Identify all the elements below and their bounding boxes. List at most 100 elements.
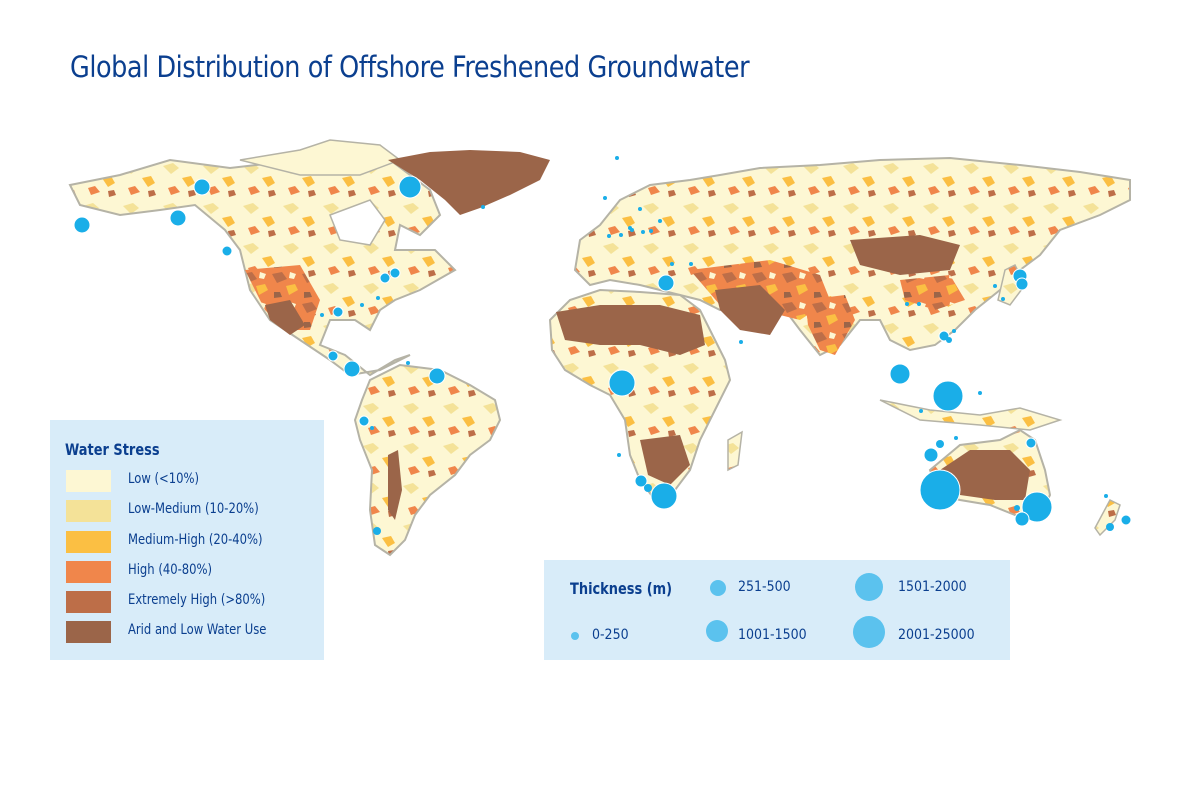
groundwater-site-marker bbox=[1021, 491, 1053, 523]
legend-item-medium-high: Medium-High (20-40%) bbox=[66, 531, 316, 553]
groundwater-site-marker bbox=[373, 527, 381, 535]
groundwater-site-marker bbox=[993, 284, 997, 288]
circle-icon-small bbox=[571, 632, 579, 640]
groundwater-site-marker bbox=[634, 474, 648, 488]
landmass-eurasia bbox=[573, 156, 1131, 357]
legend-item-arid: Arid and Low Water Use bbox=[66, 621, 316, 643]
thickness-legend: Thickness (m) 0-250 251-500 1001-1500 15… bbox=[544, 560, 1010, 660]
groundwater-site-marker bbox=[376, 296, 380, 300]
region-mexico-arid bbox=[265, 300, 305, 335]
groundwater-site-marker bbox=[398, 175, 422, 199]
groundwater-site-marker bbox=[630, 228, 634, 232]
groundwater-site-marker bbox=[917, 302, 921, 306]
circle-icon-xxlarge bbox=[853, 616, 885, 648]
groundwater-site-marker bbox=[739, 340, 743, 344]
region-andes-arid bbox=[388, 450, 402, 520]
groundwater-site-marker bbox=[327, 350, 339, 362]
groundwater-site-marker bbox=[1014, 505, 1020, 511]
region-southwest-us bbox=[245, 265, 320, 330]
groundwater-site-marker bbox=[978, 391, 982, 395]
groundwater-site-marker bbox=[650, 482, 678, 510]
legend-item-extremely-high: Extremely High (>80%) bbox=[66, 591, 316, 613]
legend-label: 2001-25000 bbox=[898, 627, 975, 643]
swatch-low bbox=[66, 470, 111, 492]
groundwater-site-marker bbox=[936, 440, 944, 448]
groundwater-site-marker bbox=[320, 313, 324, 317]
groundwater-site-marker bbox=[1120, 514, 1132, 526]
region-china-east bbox=[900, 275, 965, 310]
circle-icon-medium bbox=[710, 580, 726, 596]
swatch-medium-high bbox=[66, 531, 111, 553]
legend-label: Arid and Low Water Use bbox=[128, 622, 267, 638]
legend-label: 0-250 bbox=[592, 627, 629, 643]
groundwater-site-marker bbox=[193, 178, 211, 196]
legend-label: Low-Medium (10-20%) bbox=[128, 501, 259, 517]
circle-icon-large bbox=[706, 620, 728, 642]
groundwater-site-marker bbox=[603, 196, 607, 200]
groundwater-site-marker bbox=[954, 436, 958, 440]
groundwater-site-marker bbox=[358, 415, 370, 427]
hudson-bay bbox=[329, 199, 386, 246]
groundwater-site-marker bbox=[1104, 494, 1108, 498]
legend-item-high: High (40-80%) bbox=[66, 561, 316, 583]
groundwater-site-marker bbox=[360, 303, 364, 307]
arctic-islands bbox=[239, 139, 402, 176]
landmass-greenland bbox=[388, 150, 550, 215]
groundwater-site-marker bbox=[343, 360, 361, 378]
legend-label: 1001-1500 bbox=[738, 627, 807, 643]
legend-label: 251-500 bbox=[738, 579, 791, 595]
groundwater-site-marker bbox=[73, 216, 91, 234]
region-southern-africa-arid bbox=[640, 435, 690, 485]
groundwater-site-marker bbox=[649, 229, 653, 233]
landmass-indonesia bbox=[879, 399, 1063, 431]
region-india bbox=[805, 295, 855, 355]
groundwater-site-marker bbox=[889, 363, 911, 385]
swatch-extremely-high bbox=[66, 591, 111, 613]
groundwater-site-marker bbox=[1015, 277, 1029, 291]
freshened-groundwater-sites bbox=[73, 156, 1132, 535]
groundwater-site-marker bbox=[370, 426, 374, 430]
groundwater-site-marker bbox=[952, 329, 956, 333]
water-stress-heading: Water Stress bbox=[65, 440, 160, 459]
legend-label: Low (<10%) bbox=[128, 471, 199, 487]
groundwater-site-marker bbox=[644, 484, 652, 492]
groundwater-site-marker bbox=[946, 337, 952, 343]
groundwater-site-marker bbox=[658, 219, 662, 223]
region-australia-arid bbox=[940, 450, 1030, 500]
groundwater-site-marker bbox=[1106, 523, 1114, 531]
groundwater-site-marker bbox=[406, 361, 410, 365]
legend-label: Extremely High (>80%) bbox=[128, 592, 266, 608]
water-stress-legend: Water Stress Low (<10%) Low-Medium (10-2… bbox=[50, 420, 324, 660]
groundwater-site-marker bbox=[641, 230, 645, 234]
groundwater-site-marker bbox=[389, 267, 401, 279]
region-arabia-arid bbox=[715, 285, 785, 335]
circle-icon-xlarge bbox=[855, 573, 883, 601]
region-central-asia-arid bbox=[850, 235, 960, 275]
page-title: Global Distribution of Offshore Freshene… bbox=[70, 50, 750, 84]
groundwater-site-marker bbox=[919, 409, 923, 413]
groundwater-site-marker bbox=[379, 272, 391, 284]
groundwater-site-marker bbox=[919, 469, 961, 511]
region-sahara-arid bbox=[556, 305, 705, 355]
legend-item-low-medium: Low-Medium (10-20%) bbox=[66, 500, 316, 522]
landmass-north-america bbox=[68, 148, 457, 377]
groundwater-site-marker bbox=[221, 245, 233, 257]
landmass-south-america bbox=[353, 363, 502, 557]
groundwater-site-marker bbox=[1001, 297, 1005, 301]
groundwater-site-marker bbox=[608, 369, 636, 397]
landmass-madagascar bbox=[727, 430, 743, 472]
groundwater-site-marker bbox=[481, 205, 485, 209]
groundwater-site-marker bbox=[638, 207, 642, 211]
groundwater-site-marker bbox=[1014, 511, 1030, 527]
groundwater-site-marker bbox=[332, 306, 344, 318]
legend-label: Medium-High (20-40%) bbox=[128, 532, 263, 548]
groundwater-site-marker bbox=[657, 274, 675, 292]
groundwater-site-marker bbox=[689, 262, 693, 266]
legend-label: High (40-80%) bbox=[128, 562, 213, 578]
groundwater-site-marker bbox=[932, 380, 964, 412]
swatch-arid bbox=[66, 621, 111, 643]
groundwater-site-marker bbox=[670, 262, 674, 266]
groundwater-site-marker bbox=[169, 209, 187, 227]
thickness-heading: Thickness (m) bbox=[570, 579, 673, 598]
